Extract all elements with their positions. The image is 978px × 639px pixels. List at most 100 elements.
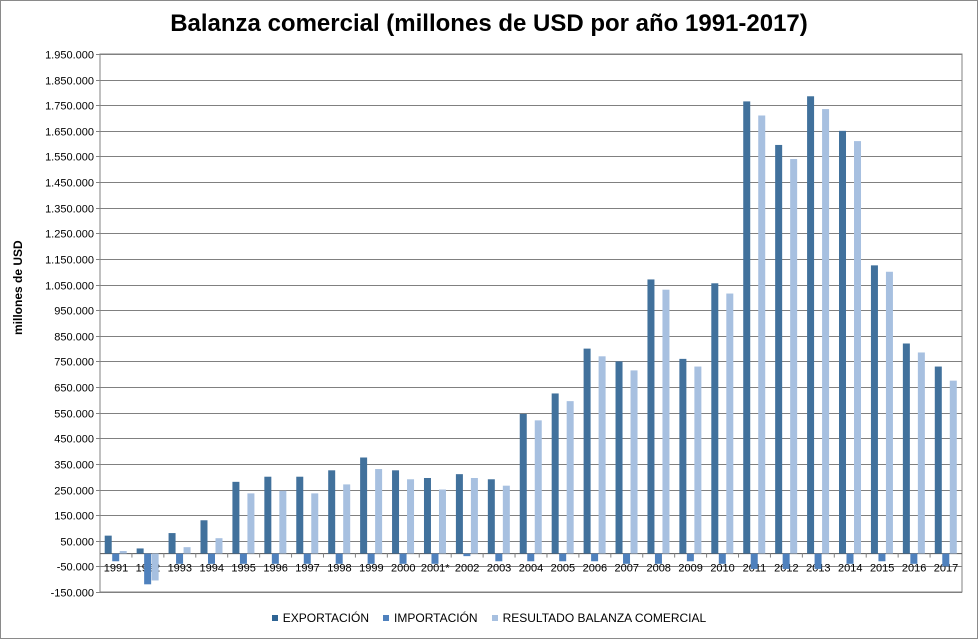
bar-resultado [279, 490, 287, 554]
legend-label-importacion: IMPORTACIÓN [394, 611, 478, 625]
bar-resultado [183, 547, 191, 554]
x-tick-label: 1995 [231, 563, 255, 575]
x-tick-label: 2000 [391, 563, 415, 575]
x-tick-label: 1994 [199, 563, 223, 575]
bar-exportacion [870, 265, 878, 554]
x-tick-label: 2008 [646, 563, 670, 575]
y-tick-label: 1.350.000 [45, 204, 94, 216]
bar-importacion [335, 553, 343, 564]
bar-resultado [215, 538, 223, 554]
x-tick-label: 2009 [678, 563, 702, 575]
bar-exportacion [392, 470, 400, 554]
bar-exportacion [519, 413, 527, 554]
x-tick-label: 2001* [421, 563, 450, 575]
x-tick-label: 2007 [615, 563, 639, 575]
bar-resultado [758, 115, 766, 554]
y-tick-label: -50.000 [57, 562, 94, 574]
bar-importacion [271, 553, 279, 564]
y-tick-label: 250.000 [54, 486, 94, 498]
bar-exportacion [296, 476, 304, 554]
bar-exportacion [168, 533, 176, 554]
bar-importacion [431, 553, 439, 564]
bar-importacion [846, 553, 854, 564]
bar-resultado [854, 141, 862, 554]
bar-importacion [910, 553, 918, 564]
plot-area [99, 53, 963, 593]
bar-resultado [247, 493, 255, 554]
y-tick-label: 550.000 [54, 409, 94, 421]
y-tick-label: 1.950.000 [45, 50, 94, 62]
bar-exportacion [775, 144, 783, 554]
x-tick-label: 1996 [263, 563, 287, 575]
x-tick-label: 2003 [487, 563, 511, 575]
bar-importacion [814, 553, 822, 569]
bar-exportacion [232, 481, 240, 554]
x-tick-label: 2014 [838, 563, 862, 575]
bar-exportacion [455, 474, 463, 554]
y-tick-label: 850.000 [54, 332, 94, 344]
bar-exportacion [647, 279, 655, 554]
bar-importacion [367, 553, 375, 564]
y-tick-label: 750.000 [54, 357, 94, 369]
bar-exportacion [264, 476, 272, 554]
y-tick-label: 1.050.000 [45, 281, 94, 293]
bar-resultado [694, 366, 702, 554]
y-tick-label: 450.000 [54, 434, 94, 446]
bar-exportacion [679, 358, 687, 554]
x-tick-label: 1998 [327, 563, 351, 575]
bar-importacion [495, 553, 503, 562]
x-tick-label: 2002 [455, 563, 479, 575]
y-tick-label: 1.650.000 [45, 127, 94, 139]
bar-exportacion [807, 96, 815, 554]
bar-resultado [470, 477, 478, 554]
y-tick-label: 1.250.000 [45, 229, 94, 241]
bar-exportacion [615, 361, 623, 554]
bar-exportacion [839, 130, 847, 554]
bar-resultado [790, 159, 798, 554]
bar-importacion [303, 553, 311, 564]
bar-resultado [151, 553, 159, 581]
bar-importacion [463, 553, 471, 557]
bar-exportacion [902, 343, 910, 554]
y-tick-label: 150.000 [54, 511, 94, 523]
legend-item-importacion: IMPORTACIÓN [383, 611, 478, 625]
bar-resultado [375, 469, 383, 554]
bar-exportacion [551, 393, 559, 554]
y-tick-label: 1.550.000 [45, 152, 94, 164]
y-tick-label: -150.000 [51, 588, 94, 600]
legend-item-exportacion: EXPORTACIÓN [271, 611, 369, 625]
bar-importacion [144, 553, 152, 585]
x-tick-label: 2004 [519, 563, 543, 575]
x-tick-label: 2017 [934, 563, 958, 575]
x-tick-label: 1993 [168, 563, 192, 575]
bar-importacion [559, 553, 567, 562]
y-tick-label: 1.850.000 [45, 76, 94, 88]
y-tick-label: 1.750.000 [45, 101, 94, 113]
bar-importacion [591, 553, 599, 562]
bar-resultado [885, 271, 893, 554]
bar-resultado [917, 352, 925, 554]
bar-exportacion [136, 548, 144, 554]
y-tick-label: 650.000 [54, 383, 94, 395]
bar-exportacion [360, 457, 368, 554]
bar-importacion [942, 553, 950, 567]
bar-exportacion [583, 348, 591, 554]
bar-importacion [686, 553, 694, 562]
bar-importacion [112, 553, 120, 562]
chart-title: Balanza comercial (millones de USD por a… [170, 10, 808, 37]
legend-label-resultado: RESULTADO BALANZA COMERCIAL [502, 611, 707, 625]
bar-resultado [566, 401, 574, 554]
x-tick-label: 1999 [359, 563, 383, 575]
bar-importacion [176, 553, 184, 564]
bar-resultado [502, 485, 510, 554]
bar-resultado [119, 551, 127, 554]
bar-exportacion [934, 366, 942, 554]
x-tick-label: 2010 [710, 563, 734, 575]
bar-importacion [623, 553, 631, 564]
legend-swatch-resultado [491, 615, 498, 621]
legend-item-resultado: RESULTADO BALANZA COMERCIAL [491, 611, 707, 625]
bar-importacion [527, 553, 535, 562]
bar-resultado [311, 493, 319, 554]
bar-resultado [822, 109, 830, 554]
bar-importacion [878, 553, 886, 562]
